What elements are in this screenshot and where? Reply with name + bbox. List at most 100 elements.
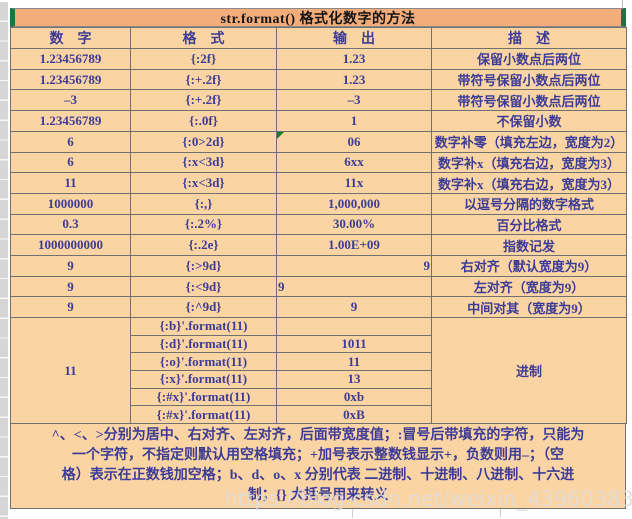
table-row: 9 {:<9d} 9 左对齐（宽度为9） <box>10 275 627 298</box>
output-cell[interactable]: 1011 <box>276 334 432 354</box>
format-cell[interactable]: {:>9d} <box>130 255 277 277</box>
output-cell[interactable]: –3 <box>276 89 432 112</box>
table-row: {:#x}'.format(11) 0xB <box>11 405 627 424</box>
number-cell[interactable]: –3 <box>10 89 131 112</box>
description-cell[interactable]: 数字补x（填充右边，宽度为3） <box>431 172 627 194</box>
format-cell[interactable]: {:^9d} <box>130 296 277 319</box>
output-cell[interactable]: 1 <box>276 110 432 132</box>
table-row: 6 {:x<3d} 6xx 数字补x（填充右边，宽度为3） <box>10 151 627 174</box>
format-cell[interactable]: {:<9d} <box>130 275 277 298</box>
output-cell[interactable]: 0xb <box>276 387 432 407</box>
output-cell[interactable]: 1.23 <box>276 68 432 91</box>
format-cell[interactable]: {:.0f} <box>130 110 277 132</box>
description-cell[interactable]: 带符号保留小数点后两位 <box>431 89 627 112</box>
footer-line: 格）表示在正数钱加空格；b、d、o、x 分别代表 二进制、十进制、八进制、十六进 <box>61 468 575 483</box>
description-cell[interactable]: 右对齐（默认宽度为9） <box>431 255 627 277</box>
title-cell[interactable]: str.format() 格式化数字的方法 <box>10 8 626 27</box>
table-row: 6 {:0>2d} 06 数字补零（填充左边，宽度为2） <box>10 130 627 153</box>
footer-line: 制；{} 大括号用来转义 <box>247 488 389 503</box>
format-cell[interactable]: {:.2e} <box>130 234 277 257</box>
table-row: 11 {:b}'.format(11) 进制 <box>10 317 627 424</box>
gridline-stub <box>622 0 623 8</box>
format-cell[interactable]: {:x<3d} <box>130 151 277 174</box>
format-table: 数 字 格 式 输 出 描 述 1.23456789 {:2f} 1.23 保留小数点… <box>10 27 627 424</box>
col-header-format[interactable]: 格 式 <box>130 27 277 49</box>
output-cell[interactable]: 1.23 <box>276 48 432 70</box>
table-row: 9 {:^9d} 9 中间对其（宽度为9） <box>10 296 627 319</box>
output-cell[interactable] <box>276 317 432 336</box>
format-cell[interactable]: {:x<3d} <box>130 172 277 194</box>
output-cell[interactable]: 13 <box>276 369 432 389</box>
table-row: 1000000 {:,} 1,000,000 以逗号分隔的数字格式 <box>10 192 627 215</box>
format-cell[interactable]: {:d}'.format(11) <box>130 334 277 354</box>
description-cell[interactable]: 中间对其（宽度为9） <box>431 296 627 319</box>
format-cell[interactable]: {:x}'.format(11) <box>130 369 277 389</box>
table-row: 1.23456789 {:2f} 1.23 保留小数点后两位 <box>10 48 627 70</box>
output-cell[interactable]: 6xx <box>276 151 432 174</box>
format-cell[interactable]: {:,} <box>130 192 277 215</box>
table-row: 11 {:x<3d} 11x 数字补x（填充右边，宽度为3） <box>10 172 627 194</box>
number-cell[interactable]: 11 <box>10 172 131 194</box>
number-cell[interactable]: 1.23456789 <box>10 48 131 70</box>
description-cell[interactable]: 带符号保留小数点后两位 <box>431 68 627 91</box>
format-cell[interactable]: {:+.2f} <box>130 89 277 112</box>
output-cell[interactable]: 11x <box>276 172 432 194</box>
row-header-strip <box>0 2 8 519</box>
col-header-number[interactable]: 数 字 <box>10 27 131 49</box>
output-cell[interactable]: 06 <box>276 130 432 153</box>
footer-line: ^、<、>分别为居中、右对齐、左对齐，后面带宽度值；:冒号后带填充的字符，只能为 <box>51 428 585 443</box>
description-cell[interactable]: 左对齐（宽度为9） <box>431 275 627 298</box>
output-cell[interactable]: 1.00E+09 <box>276 234 432 257</box>
format-cell[interactable]: {:#x}'.format(11) <box>130 387 277 407</box>
description-cell[interactable]: 百分比格式 <box>431 213 627 236</box>
footer-note-cell[interactable]: ^、<、>分别为居中、右对齐、左对齐，后面带宽度值；:冒号后带填充的字符，只能为… <box>10 424 626 509</box>
error-indicator-icon <box>277 132 284 139</box>
output-cell[interactable]: 0xB <box>276 405 432 424</box>
header-row: 数 字 格 式 输 出 描 述 <box>10 27 627 49</box>
output-cell[interactable]: 9 <box>276 275 432 298</box>
watermark: https://blog.csdn.net/weixin_43960383 <box>224 487 632 511</box>
number-cell[interactable]: 6 <box>10 151 131 174</box>
number-cell[interactable]: 9 <box>10 296 131 319</box>
number-cell-merged[interactable]: 11 <box>10 317 131 424</box>
format-cell[interactable]: {:2f} <box>130 48 277 70</box>
table-row: 1.23456789 {:.0f} 1 不保留小数 <box>10 110 627 132</box>
table-row: –3 {:+.2f} –3 带符号保留小数点后两位 <box>10 89 627 112</box>
output-cell[interactable]: 30.00% <box>276 213 432 236</box>
description-cell[interactable]: 保留小数点后两位 <box>431 48 627 70</box>
output-cell[interactable]: 11 <box>276 352 432 371</box>
description-cell[interactable]: 指数记发 <box>431 234 627 257</box>
format-cell[interactable]: {:0>2d} <box>130 130 277 153</box>
number-cell[interactable]: 9 <box>10 255 131 277</box>
format-cell[interactable]: {:.2%} <box>130 213 277 236</box>
format-table-body: 1.23456789 {:2f} 1.23 保留小数点后两位 1.23456789 {:+… <box>10 48 627 424</box>
col-header-output[interactable]: 输 出 <box>276 27 432 49</box>
output-cell[interactable]: 9 <box>276 296 432 319</box>
number-cell[interactable]: 0.3 <box>10 213 131 236</box>
number-cell[interactable]: 1.23456789 <box>10 110 131 132</box>
number-cell[interactable]: 9 <box>10 275 131 298</box>
table-row: 0.3 {:.2%} 30.00% 百分比格式 <box>10 213 627 236</box>
output-cell[interactable]: 1,000,000 <box>276 192 432 215</box>
number-cell[interactable]: 6 <box>10 130 131 153</box>
table-row: 1.23456789 {:+.2f} 1.23 带符号保留小数点后两位 <box>10 68 627 91</box>
description-cell[interactable]: 以逗号分隔的数字格式 <box>431 192 627 215</box>
table-row: {:x}'.format(11) 13 <box>11 369 627 389</box>
gridline-stub <box>500 509 501 518</box>
page-title: str.format() 格式化数字的方法 <box>220 11 416 27</box>
format-cell[interactable]: {:#x}'.format(11) <box>130 405 277 424</box>
output-cell[interactable]: 9 <box>276 255 432 277</box>
description-cell-merged[interactable]: 进制 <box>431 317 627 424</box>
number-cell[interactable]: 1000000 <box>10 192 131 215</box>
description-cell[interactable]: 数字补x（填充右边，宽度为3） <box>431 151 627 174</box>
bottom-gap <box>10 509 626 519</box>
format-cell[interactable]: {:o}'.format(11) <box>130 352 277 371</box>
number-cell[interactable]: 1.23456789 <box>10 68 131 91</box>
format-cell[interactable]: {:b}'.format(11) <box>130 317 277 336</box>
col-header-description[interactable]: 描 述 <box>431 27 627 49</box>
format-cell[interactable]: {:+.2f} <box>130 68 277 91</box>
description-cell[interactable]: 不保留小数 <box>431 110 627 132</box>
description-cell[interactable]: 数字补零（填充左边，宽度为2） <box>431 130 627 153</box>
number-cell[interactable]: 1000000000 <box>10 234 131 257</box>
